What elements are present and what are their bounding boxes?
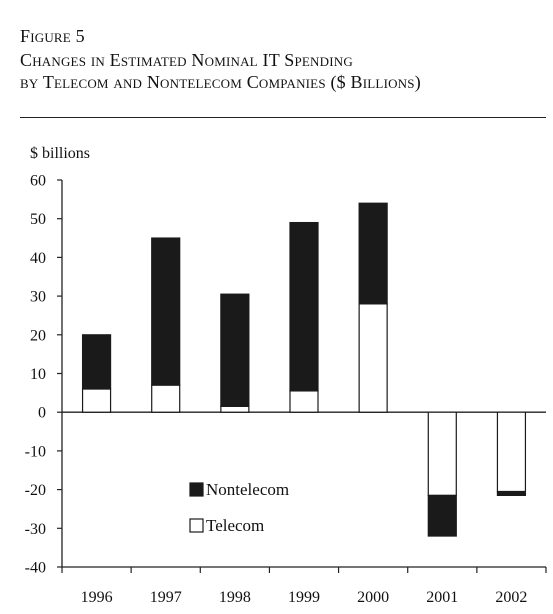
figure-title: Changes in Estimated Nominal IT Spending…	[20, 49, 421, 93]
axes: 60 50 40 30 20 10 0 -10 -20 -30 -40 1996 1997 1998 199…	[25, 173, 547, 606]
y-tick-label: -20	[25, 482, 46, 499]
y-tick-label: -40	[25, 560, 46, 577]
x-tick-label: 2000	[357, 589, 389, 606]
figure-title-line-2: by Telecom and Nontelecom Companies ($ B…	[20, 72, 421, 92]
y-axis-label: $ billions	[30, 145, 90, 162]
x-tick-label: 1996	[81, 589, 113, 606]
legend-label-telecom: Telecom	[206, 516, 264, 535]
x-tick-label: 1997	[150, 589, 182, 606]
bar-nontelecom-1998	[220, 293, 250, 407]
bar-nontelecom-1999	[289, 221, 319, 392]
legend: Nontelecom Telecom	[189, 480, 289, 535]
y-tick-label: -30	[25, 521, 46, 538]
bar-telecom-1998	[220, 405, 250, 413]
y-tick-label: 30	[30, 289, 46, 306]
x-tick-label: 2002	[495, 589, 527, 606]
y-tick-label: 10	[30, 366, 46, 383]
x-tick-label: 2001	[426, 589, 458, 606]
legend-swatch-telecom	[189, 518, 204, 533]
figure-label: Figure 5	[20, 26, 85, 46]
figure-title-line-1: Changes in Estimated Nominal IT Spending	[20, 50, 353, 70]
bar-telecom-1997	[151, 384, 181, 413]
x-tick-label: 1998	[219, 589, 251, 606]
y-tick-label: 40	[30, 250, 46, 267]
x-tick-label: 1999	[288, 589, 320, 606]
bars	[81, 202, 527, 537]
title-divider	[20, 117, 546, 118]
y-tick-label: 20	[30, 327, 46, 344]
y-tick-label: 60	[30, 173, 46, 190]
bar-telecom-2002	[496, 411, 527, 493]
bar-telecom-1996	[81, 388, 112, 413]
bar-nontelecom-1996	[81, 334, 112, 390]
y-tick-label: -10	[25, 443, 46, 460]
legend-label-nontelecom: Nontelecom	[206, 480, 289, 499]
bar-telecom-2000	[358, 303, 388, 413]
bar-nontelecom-2000	[358, 202, 388, 305]
legend-swatch-nontelecom	[189, 482, 204, 497]
bar-telecom-1999	[289, 390, 319, 413]
y-tick-label: 0	[38, 405, 46, 422]
bar-nontelecom-2001	[427, 494, 457, 537]
bar-nontelecom-1997	[151, 237, 181, 386]
bar-nontelecom-2002	[496, 490, 527, 497]
y-tick-label: 50	[30, 211, 46, 228]
bar-telecom-2001	[427, 411, 457, 497]
